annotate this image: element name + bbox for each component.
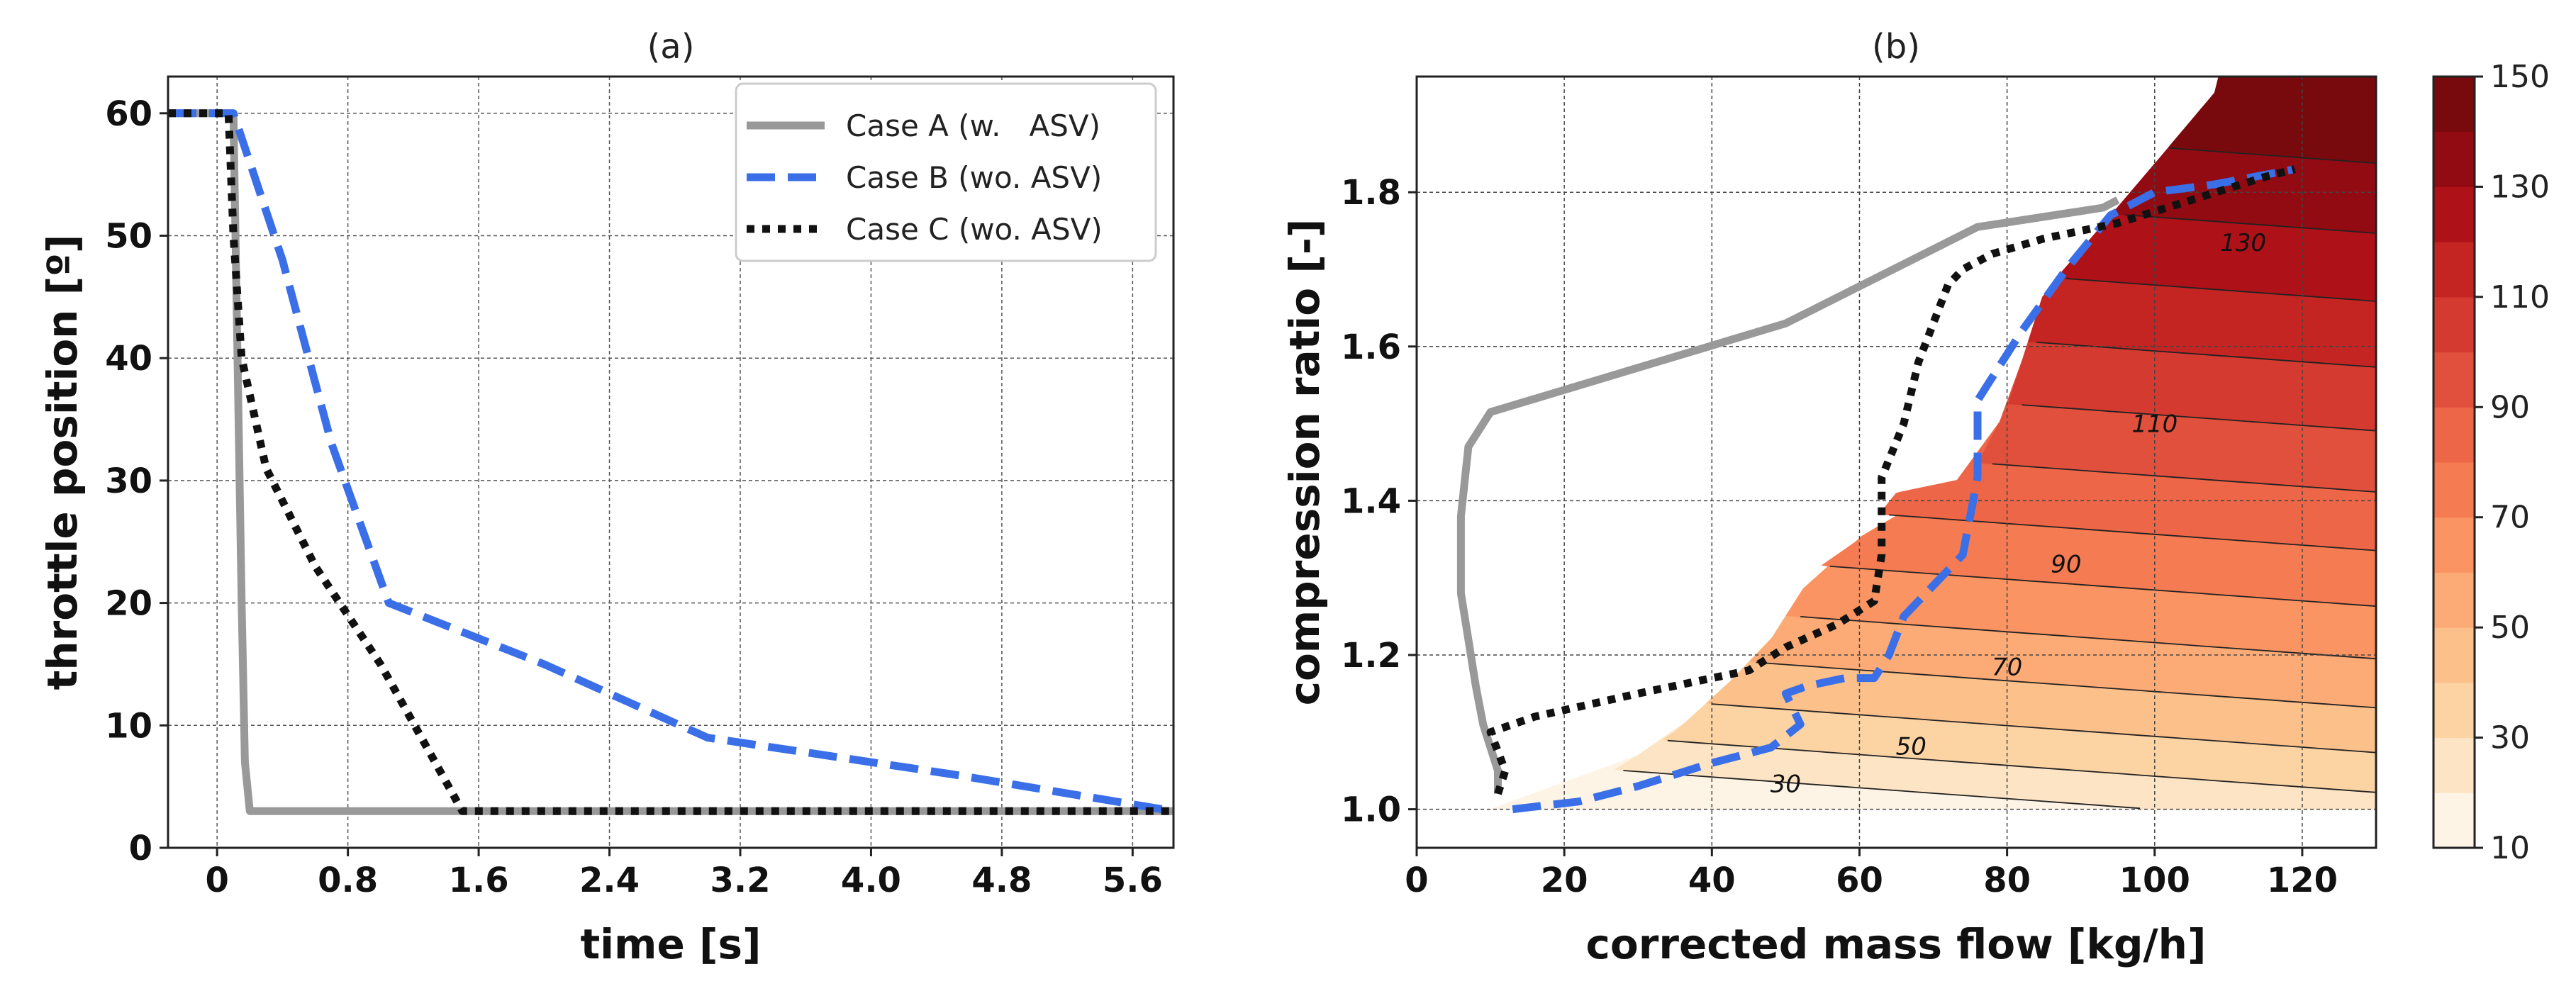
y-tick-label: 1.2 bbox=[1341, 636, 1401, 676]
y-tick-label: 20 bbox=[105, 584, 152, 624]
case-b-trajectory bbox=[1512, 165, 2296, 814]
panel-b-grid bbox=[1416, 77, 2376, 848]
panel-b-title: (b) bbox=[1872, 27, 1920, 67]
x-tick-label: 0.8 bbox=[318, 861, 378, 900]
contour-line bbox=[1623, 770, 2141, 810]
legend-box bbox=[735, 82, 1157, 262]
contour-line bbox=[1667, 739, 2376, 793]
y-tick-label: 30 bbox=[105, 461, 152, 501]
y-tick-label: 0 bbox=[129, 829, 152, 868]
contour-line bbox=[2169, 147, 2376, 164]
x-tick-label: 4.0 bbox=[841, 861, 901, 900]
colorbar-segment bbox=[2433, 186, 2475, 242]
colorbar-tick-label: 10 bbox=[2490, 830, 2530, 866]
colorbar-segment bbox=[2433, 296, 2475, 353]
contour-label: 90 bbox=[2051, 551, 2081, 579]
case-a-trajectory bbox=[1456, 196, 2120, 794]
colorbar-segment bbox=[2433, 352, 2475, 408]
contour-line bbox=[2022, 404, 2376, 432]
contour-line bbox=[1800, 616, 2376, 660]
colorbar-tick-label: 130 bbox=[2490, 169, 2550, 205]
colorbar-segment bbox=[2433, 131, 2475, 187]
legend-label-case-c: Case C (wo. ASV) bbox=[846, 212, 1103, 247]
contour-labels: 30 50 70 90 110 130 bbox=[1771, 229, 2266, 799]
panel-a-frame bbox=[167, 75, 1175, 849]
colorbar-frame bbox=[2432, 75, 2476, 849]
x-tick-label: 20 bbox=[1541, 861, 1588, 900]
colorbar-tick-label: 50 bbox=[2490, 610, 2530, 646]
colorbar-tick-label: 150 bbox=[2490, 59, 2550, 95]
panel-b-ticks: 0 20 40 60 80 100 120 1.0 1.2 1.4 1.6 1.8 bbox=[1341, 173, 2338, 900]
panel-a-xlabel: time [s] bbox=[580, 920, 761, 968]
colorbar-segment bbox=[2433, 793, 2475, 849]
contour-band bbox=[2168, 77, 2376, 164]
legend-label-case-b: Case B (wo. ASV) bbox=[846, 160, 1102, 195]
colorbar-tick-label: 110 bbox=[2490, 279, 2550, 315]
x-tick-label: 0 bbox=[205, 861, 228, 900]
x-tick-label: 80 bbox=[1983, 861, 2031, 900]
x-tick-label: 120 bbox=[2267, 861, 2338, 900]
y-tick-label: 40 bbox=[105, 339, 152, 379]
x-tick-label: 5.6 bbox=[1103, 861, 1163, 900]
case-c-trajectory bbox=[1486, 165, 2296, 795]
colorbar-segment bbox=[2433, 627, 2475, 683]
colorbar-tick-label: 30 bbox=[2490, 720, 2530, 756]
panel-a-legend: Case A (w. ASV) Case B (wo. ASV) Case C … bbox=[735, 82, 1157, 262]
contour-line bbox=[1992, 463, 2376, 493]
case-c-line bbox=[168, 109, 1173, 815]
contour-label: 110 bbox=[2131, 410, 2178, 439]
contour-label: 70 bbox=[1992, 653, 2022, 681]
x-tick-label: 40 bbox=[1688, 861, 1736, 900]
panel-b-series bbox=[1456, 165, 2296, 814]
colorbar-tick-label: 70 bbox=[2490, 500, 2530, 536]
x-tick-label: 4.8 bbox=[971, 861, 1032, 900]
x-tick-label: 1.6 bbox=[449, 861, 509, 900]
panel-b: (b) 30 50 70 90 110 130 0 20 40 60 80 100 120 1.0 1.2… bbox=[1281, 27, 2550, 968]
contour-label: 130 bbox=[2220, 229, 2266, 257]
colorbar-segment bbox=[2433, 407, 2475, 463]
panel-a-series bbox=[168, 109, 1173, 815]
x-tick-label: 100 bbox=[2119, 861, 2190, 900]
y-tick-label: 50 bbox=[105, 217, 152, 257]
y-tick-label: 1.8 bbox=[1341, 173, 1401, 213]
panel-b-ylabel: compression ratio [-] bbox=[1281, 219, 1329, 706]
x-tick-label: 60 bbox=[1836, 861, 1883, 900]
x-tick-label: 0 bbox=[1405, 861, 1428, 900]
y-tick-label: 1.6 bbox=[1341, 327, 1401, 367]
contour-label: 50 bbox=[1896, 732, 1927, 761]
y-tick-label: 10 bbox=[105, 706, 152, 746]
contour-label: 30 bbox=[1771, 771, 1801, 799]
colorbar-segment bbox=[2433, 682, 2475, 739]
contour-line bbox=[2065, 278, 2376, 302]
x-tick-label: 2.4 bbox=[579, 861, 640, 900]
y-tick-label: 1.0 bbox=[1341, 790, 1401, 830]
panel-b-frame bbox=[1415, 75, 2377, 849]
colorbar-segment bbox=[2433, 242, 2475, 298]
panel-a-ylabel: throttle position [º] bbox=[38, 235, 87, 690]
contour-line bbox=[2125, 214, 2376, 234]
panel-a-ticks: 0 0.8 1.6 2.4 3.2 4.0 4.8 5.6 0 10 20 30 40 50 60 bbox=[105, 94, 1163, 900]
x-tick-label: 3.2 bbox=[710, 861, 770, 900]
colorbar-tick-label: 90 bbox=[2490, 389, 2530, 425]
colorbar: 10 30 50 70 90 110 130 150 bbox=[2432, 59, 2550, 866]
panel-a: (a) 0 0.8 1.6 2.4 3.2 4.0 4.8 5.60102030405060 … bbox=[38, 27, 1175, 968]
y-tick-label: 60 bbox=[105, 94, 152, 134]
case-b-line bbox=[168, 109, 1173, 815]
panel-b-xlabel: corrected mass flow [kg/h] bbox=[1586, 920, 2207, 968]
compressor-map bbox=[1490, 77, 2376, 810]
colorbar-segment bbox=[2433, 462, 2475, 518]
colorbar-segment bbox=[2433, 517, 2475, 573]
colorbar-segment bbox=[2433, 77, 2475, 133]
contour-line bbox=[1712, 703, 2376, 754]
panel-a-title: (a) bbox=[647, 27, 695, 67]
contour-line bbox=[1829, 566, 2376, 608]
legend-label-case-a: Case A (w. ASV) bbox=[846, 108, 1100, 143]
colorbar-segment bbox=[2433, 572, 2475, 628]
colorbar-segment bbox=[2433, 737, 2475, 793]
y-tick-label: 1.4 bbox=[1341, 481, 1401, 521]
